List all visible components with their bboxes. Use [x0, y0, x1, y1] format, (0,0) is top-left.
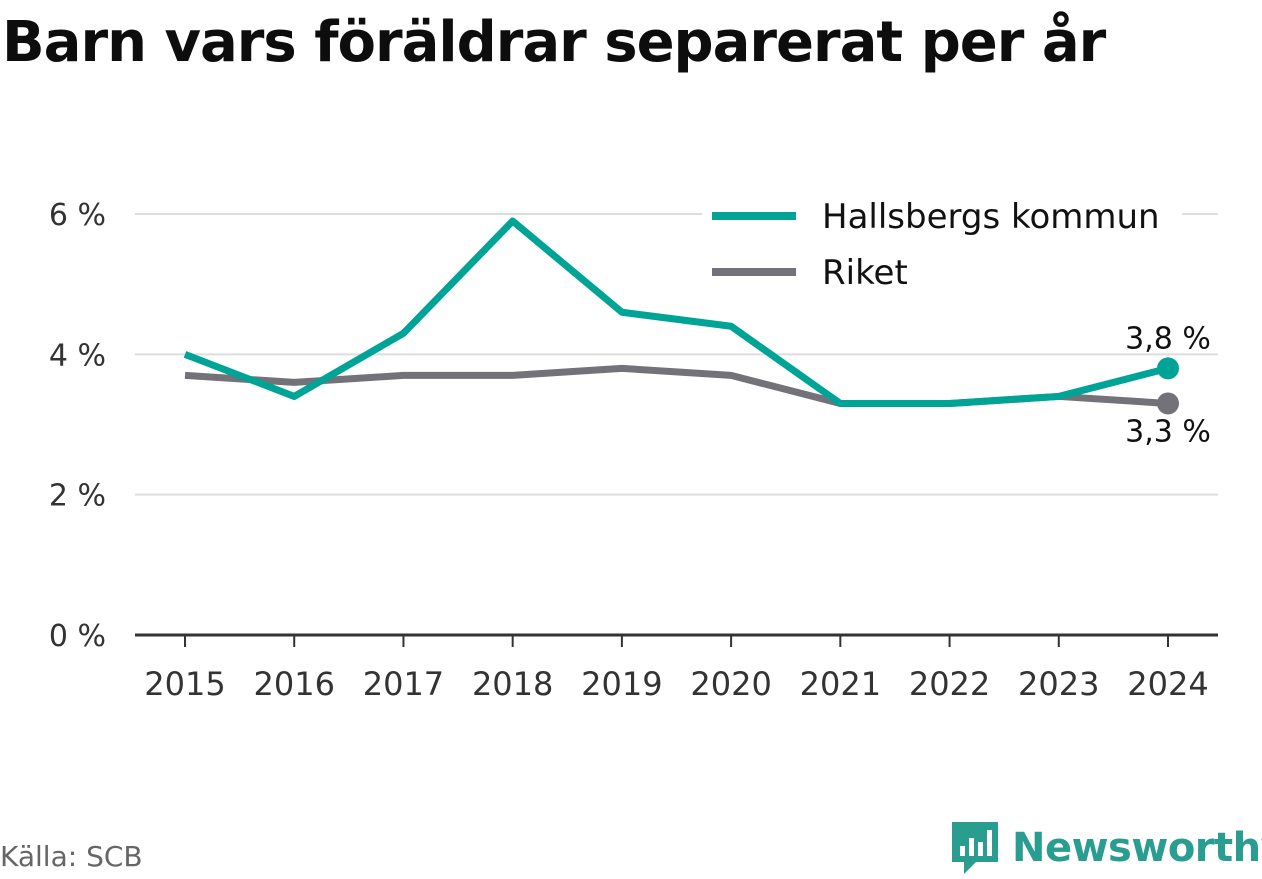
- legend-label: Hallsbergs kommun: [822, 197, 1160, 237]
- brand-name: Newsworthy: [1012, 825, 1262, 871]
- newsworthy-logo-icon: [952, 822, 998, 874]
- x-tick-label: 2023: [1018, 665, 1099, 703]
- x-tick-label: 2022: [909, 665, 990, 703]
- x-tick-label: 2024: [1127, 665, 1208, 703]
- x-tick-label: 2015: [144, 665, 225, 703]
- end-point-marker: [1157, 357, 1179, 380]
- x-tick-label: 2021: [800, 665, 881, 703]
- legend-background: [702, 190, 1182, 300]
- source-note: Källa: SCB: [0, 840, 143, 873]
- end-value-label: 3,3 %: [1125, 414, 1211, 449]
- y-tick-label: 0 %: [49, 619, 106, 654]
- x-tick-label: 2017: [363, 665, 444, 703]
- x-tick-label: 2020: [690, 665, 771, 703]
- x-tick-label: 2019: [581, 665, 662, 703]
- brand-logo: Newsworthy: [950, 818, 1262, 878]
- series-line: [183, 217, 1169, 407]
- y-tick-label: 2 %: [49, 479, 106, 514]
- legend-label: Riket: [822, 253, 908, 293]
- end-value-label: 3,8 %: [1125, 321, 1211, 356]
- x-tick-label: 2016: [254, 665, 335, 703]
- x-tick-label: 2018: [472, 665, 553, 703]
- chart-title: Barn vars föräldrar separerat per år: [2, 10, 1106, 75]
- end-point-marker: [1157, 392, 1179, 415]
- y-tick-label: 6 %: [49, 198, 106, 233]
- y-tick-label: 4 %: [49, 338, 106, 373]
